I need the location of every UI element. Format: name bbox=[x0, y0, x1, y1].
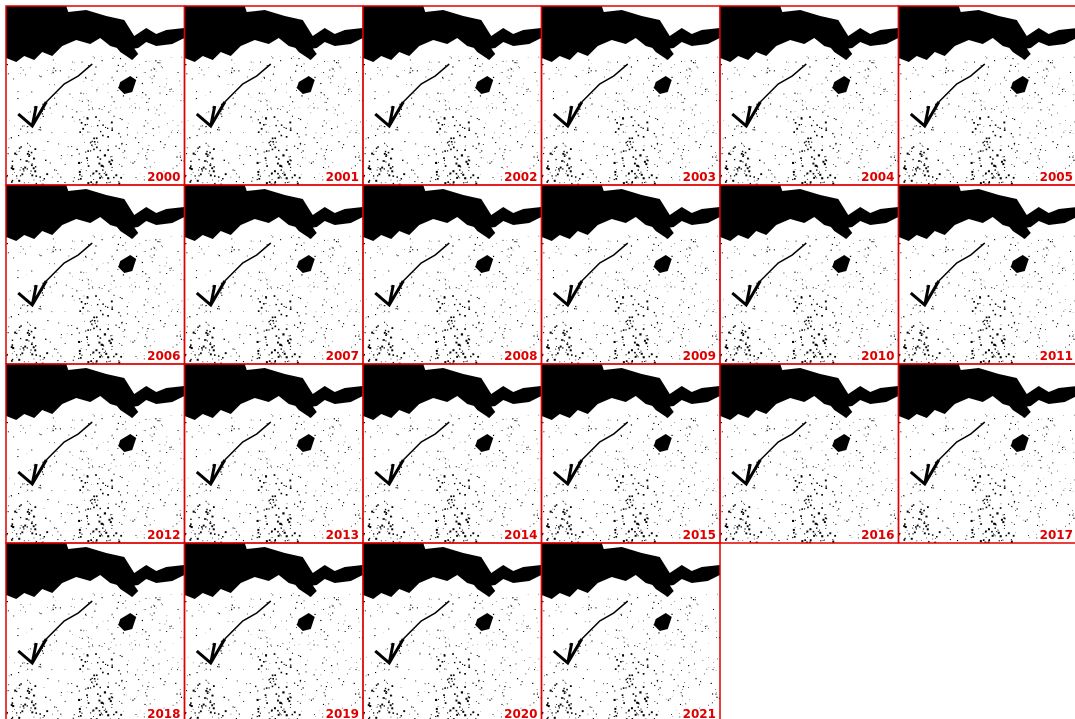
tile: 2017 bbox=[899, 364, 1075, 545]
tile: 2001 bbox=[185, 6, 364, 187]
year-label: 2005 bbox=[1040, 170, 1073, 184]
tile: 2004 bbox=[720, 6, 899, 187]
tile: 2020 bbox=[363, 543, 542, 719]
tile-image bbox=[363, 543, 541, 719]
tile: 2003 bbox=[542, 6, 721, 187]
tile-image bbox=[363, 6, 541, 187]
year-label: 2015 bbox=[683, 528, 716, 542]
tile: 2014 bbox=[363, 364, 542, 545]
tile: 2011 bbox=[899, 185, 1075, 366]
year-label: 2012 bbox=[147, 528, 180, 542]
tile: 2008 bbox=[363, 185, 542, 366]
year-label: 2004 bbox=[861, 170, 894, 184]
tile: 2015 bbox=[542, 364, 721, 545]
year-label: 2010 bbox=[861, 349, 894, 363]
tile: 2018 bbox=[6, 543, 185, 719]
year-label: 2011 bbox=[1040, 349, 1073, 363]
year-label: 2020 bbox=[504, 707, 537, 719]
tile: 2000 bbox=[6, 6, 185, 187]
tile: 2021 bbox=[542, 543, 721, 719]
year-label: 2003 bbox=[683, 170, 716, 184]
year-label: 2014 bbox=[504, 528, 537, 542]
tile-image bbox=[720, 364, 898, 545]
year-label: 2007 bbox=[326, 349, 359, 363]
tile-image bbox=[899, 6, 1075, 187]
tile-image bbox=[542, 185, 720, 366]
tile: 2019 bbox=[185, 543, 364, 719]
tile: 2016 bbox=[720, 364, 899, 545]
year-label: 2001 bbox=[326, 170, 359, 184]
year-label: 2019 bbox=[326, 707, 359, 719]
tile-image bbox=[185, 543, 363, 719]
tile: 2002 bbox=[363, 6, 542, 187]
tile-image bbox=[542, 6, 720, 187]
tile: 2010 bbox=[720, 185, 899, 366]
tile-image bbox=[185, 364, 363, 545]
year-label: 2021 bbox=[683, 707, 716, 719]
tile-image bbox=[363, 364, 541, 545]
year-label: 2009 bbox=[683, 349, 716, 363]
tile: 2009 bbox=[542, 185, 721, 366]
year-label: 2017 bbox=[1040, 528, 1073, 542]
tile-image bbox=[899, 364, 1075, 545]
tile-image bbox=[185, 6, 363, 187]
year-label: 2002 bbox=[504, 170, 537, 184]
tile-image bbox=[899, 185, 1075, 366]
tile: 2013 bbox=[185, 364, 364, 545]
tile-image bbox=[720, 6, 898, 187]
year-label: 2016 bbox=[861, 528, 894, 542]
tile: 2007 bbox=[185, 185, 364, 366]
tile-image bbox=[6, 364, 184, 545]
tile-image bbox=[6, 543, 184, 719]
year-label: 2000 bbox=[147, 170, 180, 184]
year-label: 2008 bbox=[504, 349, 537, 363]
tile-grid: 2000 2001 2002 2003 2004 2005 2006 2007 2008 2009… bbox=[0, 0, 1075, 719]
tile-image bbox=[185, 185, 363, 366]
tile-image bbox=[6, 6, 184, 187]
year-label: 2013 bbox=[326, 528, 359, 542]
tile-image bbox=[363, 185, 541, 366]
year-label: 2006 bbox=[147, 349, 180, 363]
tile-image bbox=[720, 185, 898, 366]
tile-image bbox=[6, 185, 184, 366]
tile: 2006 bbox=[6, 185, 185, 366]
year-label: 2018 bbox=[147, 707, 180, 719]
tile: 2012 bbox=[6, 364, 185, 545]
tile: 2005 bbox=[899, 6, 1075, 187]
tile-image bbox=[542, 364, 720, 545]
tile-image bbox=[542, 543, 720, 719]
